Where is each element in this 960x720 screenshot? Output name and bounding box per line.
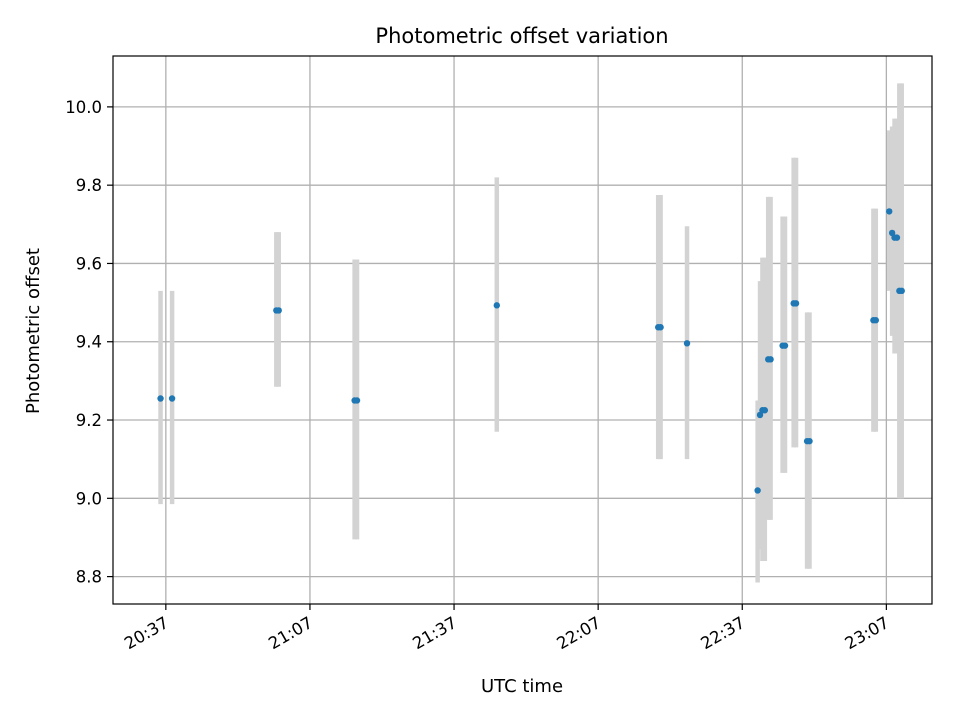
data-markers — [157, 208, 905, 494]
data-point — [353, 397, 361, 404]
chart-title: Photometric offset variation — [375, 24, 668, 48]
y-axis-label: Photometric offset — [23, 248, 44, 414]
data-point — [781, 342, 789, 349]
data-point — [275, 307, 282, 314]
plot-frame — [112, 55, 933, 605]
data-point — [493, 302, 501, 309]
y-tick-label: 9.6 — [76, 254, 102, 273]
data-point — [886, 208, 893, 215]
y-tick-label: 9.2 — [76, 411, 102, 430]
y-tick-label: 9.0 — [76, 489, 102, 508]
data-point — [168, 395, 176, 402]
data-point — [761, 407, 769, 414]
data-point — [767, 356, 774, 363]
data-point — [893, 234, 901, 241]
data-point — [754, 487, 761, 494]
data-point — [683, 340, 691, 347]
data-point — [898, 287, 905, 295]
y-tick-label: 9.4 — [76, 333, 102, 352]
data-point — [157, 395, 164, 402]
x-axis-label: UTC time — [481, 676, 563, 697]
y-tick-label: 8.8 — [76, 568, 102, 587]
data-point — [657, 324, 664, 331]
data-point — [872, 317, 879, 324]
data-point — [806, 437, 813, 445]
y-tick-label: 10.0 — [65, 98, 102, 117]
data-point — [792, 300, 800, 307]
y-tick-label: 9.8 — [76, 176, 102, 195]
